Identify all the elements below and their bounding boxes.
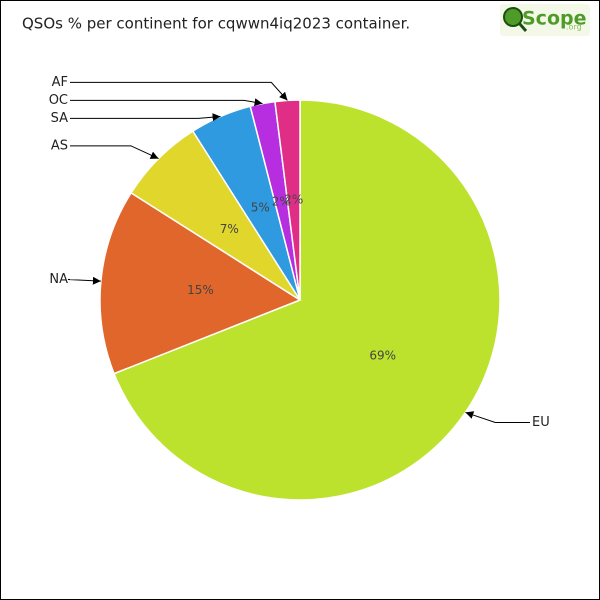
category-label: OC xyxy=(49,93,68,108)
logo-icon xyxy=(503,7,523,27)
data-label: 2% xyxy=(284,193,303,207)
logo-handle xyxy=(517,22,528,32)
category-label: EU xyxy=(532,415,550,430)
data-label: 69% xyxy=(369,349,396,363)
leader-line xyxy=(70,145,159,160)
category-label: AS xyxy=(51,138,68,153)
chart-title: QSOs % per continent for cqwwn4iq2023 co… xyxy=(22,15,410,33)
leader-line xyxy=(465,411,530,424)
logo: Scope .org xyxy=(500,4,590,36)
data-label: 5% xyxy=(251,201,270,215)
data-label: 7% xyxy=(220,222,239,236)
logo-suffix: .org xyxy=(566,23,582,32)
leader-line xyxy=(70,81,288,101)
logo-text: Scope xyxy=(522,8,587,30)
leader-line xyxy=(70,113,221,122)
category-label: NA xyxy=(49,272,68,287)
data-label: 2% xyxy=(272,194,291,208)
data-label: 15% xyxy=(187,283,214,297)
category-label: AF xyxy=(52,75,68,90)
category-label: SA xyxy=(51,111,68,126)
leader-line xyxy=(67,276,101,285)
leader-line xyxy=(70,98,263,107)
